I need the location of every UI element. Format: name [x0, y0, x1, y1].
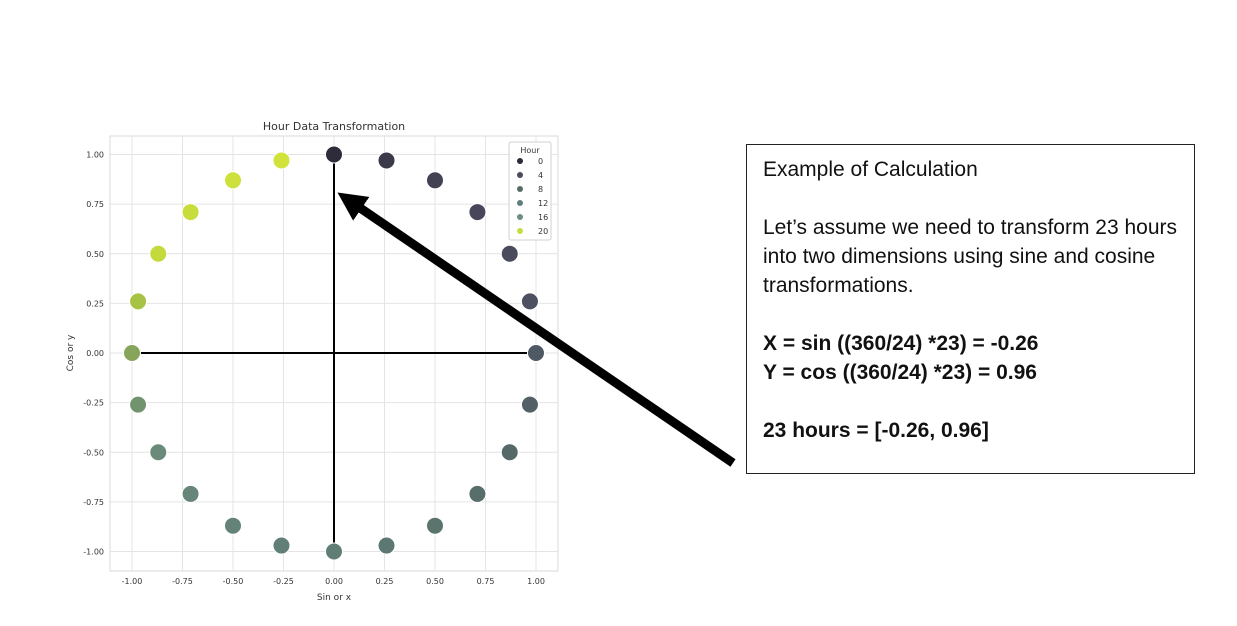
points-layer — [123, 145, 545, 561]
x-tick-label: -0.25 — [273, 577, 294, 586]
legend-label: 8 — [538, 185, 543, 194]
x-axis-label: Sin or x — [317, 593, 352, 603]
point-hour-12 — [325, 542, 343, 561]
point-hour-13 — [272, 536, 291, 555]
x-tick-label: 0.25 — [376, 577, 394, 586]
legend-label: 0 — [538, 157, 543, 166]
point-hour-16 — [149, 443, 168, 462]
y-tick-label: 0.75 — [86, 200, 104, 209]
point-hour-19 — [129, 292, 148, 311]
point-hour-4 — [500, 244, 519, 263]
x-tick-label: 0.00 — [325, 577, 343, 586]
calc-description: Let’s assume we need to transform 23 hou… — [763, 216, 1178, 297]
calc-x-formula: X = sin ((360/24) *23) = -0.26 — [763, 332, 1039, 355]
point-hour-8 — [500, 443, 519, 462]
point-hour-9 — [468, 484, 487, 503]
point-hour-14 — [224, 516, 242, 535]
legend-label: 4 — [538, 171, 543, 180]
legend: Hour 0 4 8 12 16 20 — [508, 141, 552, 241]
legend-box — [508, 141, 552, 241]
point-hour-0 — [325, 145, 343, 164]
x-tick-label: -0.50 — [223, 577, 244, 586]
legend-marker — [517, 200, 523, 206]
point-hour-3 — [468, 203, 487, 222]
x-tick-label: 1.00 — [527, 577, 545, 586]
x-tick-label: 0.50 — [426, 577, 444, 586]
point-hour-7 — [520, 395, 539, 414]
y-tick-label: 0.00 — [86, 349, 104, 358]
point-hour-21 — [181, 203, 200, 222]
point-hour-6 — [527, 344, 545, 362]
point-hour-18 — [123, 344, 141, 362]
point-hour-5 — [520, 292, 539, 311]
x-tick-label: 0.75 — [477, 577, 495, 586]
point-hour-23 — [272, 151, 291, 170]
calc-y-formula: Y = cos ((360/24) *23) = 0.96 — [763, 361, 1037, 384]
point-hour-1 — [377, 151, 396, 170]
y-tick-label: -0.75 — [83, 498, 104, 507]
legend-title: Hour — [520, 146, 540, 155]
point-hour-22 — [224, 171, 242, 190]
x-tick-labels: -1.00 -0.75 -0.50 -0.25 0.00 0.25 0.50 0.75 1.00 — [122, 577, 545, 586]
legend-marker — [517, 172, 523, 178]
y-tick-label: 0.50 — [86, 250, 104, 259]
y-tick-label: -0.50 — [83, 448, 104, 457]
calculation-example-box: Example of Calculation Let’s assume we n… — [746, 144, 1195, 474]
y-tick-label: -0.25 — [83, 399, 104, 408]
point-hour-10 — [426, 516, 444, 535]
legend-marker — [517, 228, 523, 234]
legend-label: 20 — [538, 227, 548, 236]
calc-result: 23 hours = [-0.26, 0.96] — [763, 419, 989, 442]
x-tick-label: -0.75 — [172, 577, 193, 586]
y-axis-label: Cos or y — [66, 334, 76, 371]
legend-label: 12 — [538, 199, 548, 208]
chart-title: Hour Data Transformation — [263, 120, 405, 133]
y-tick-label: 0.25 — [86, 299, 104, 308]
legend-marker — [517, 158, 523, 164]
axis-lines-layer — [132, 154, 536, 552]
y-tick-label: 1.00 — [86, 151, 104, 160]
legend-label: 16 — [538, 213, 548, 222]
y-tick-labels: 1.00 0.75 0.50 0.25 0.00 -0.25 -0.50 -0.75 -1.00 — [83, 151, 104, 557]
point-hour-20 — [149, 244, 168, 263]
point-hour-2 — [426, 171, 444, 190]
legend-marker — [517, 214, 523, 220]
legend-marker — [517, 186, 523, 192]
calc-title: Example of Calculation — [763, 158, 978, 181]
point-hour-11 — [377, 536, 396, 555]
point-hour-17 — [129, 395, 148, 414]
legend-entries: 0 4 8 12 16 20 — [517, 157, 548, 236]
annotation-arrow — [337, 192, 736, 467]
point-hour-15 — [181, 484, 200, 503]
x-tick-label: -1.00 — [122, 577, 143, 586]
y-tick-label: -1.00 — [83, 548, 104, 557]
